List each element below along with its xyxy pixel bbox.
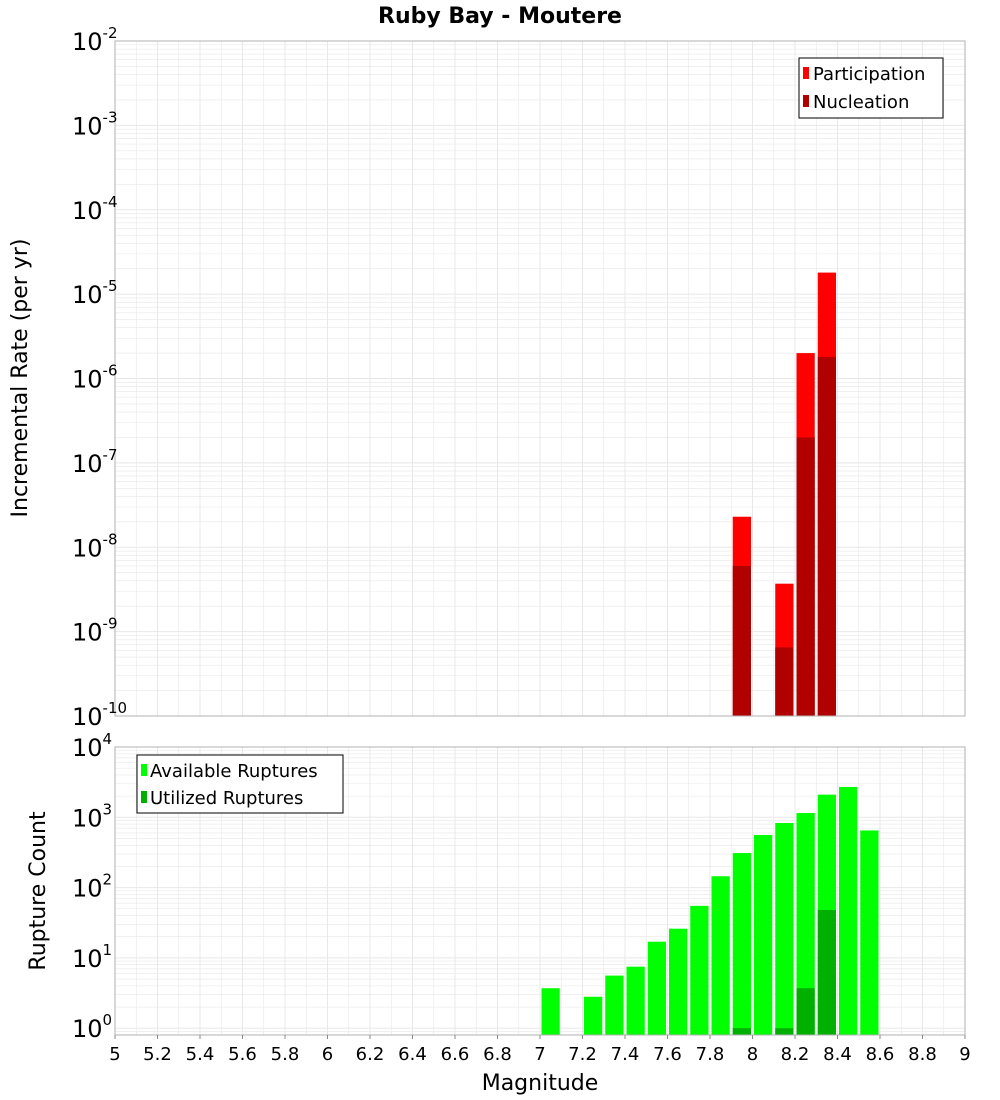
available-ruptures-bar [647, 941, 666, 1035]
nucleation-bar [796, 437, 815, 716]
y-tick-label: 10-6 [72, 362, 118, 394]
legend-nucleation-label: Nucleation [813, 92, 909, 113]
x-tick-label: 6.4 [398, 1044, 427, 1065]
rate-bars [732, 272, 836, 716]
legend-participation-swatch [803, 67, 809, 79]
available-ruptures-bar [796, 813, 815, 1035]
rate-y-axis-label: Incremental Rate (per yr) [8, 239, 33, 518]
utilized-ruptures-bar [732, 1028, 751, 1035]
y-tick-label: 101 [72, 941, 112, 973]
available-ruptures-bar [605, 975, 624, 1035]
x-tick-label: 8.8 [908, 1044, 937, 1065]
magnitude-x-ticks: 5 5.2 5.4 5.6 5.8 6 6.2 6.4 6.6 6.8 7 7.2 7.4 7.6 7.8 8… [109, 1035, 971, 1065]
x-tick-label: 5.2 [143, 1044, 172, 1065]
available-ruptures-bar [584, 996, 603, 1035]
y-tick-label: 10-7 [72, 446, 118, 478]
x-tick-label: 8.6 [866, 1044, 895, 1065]
rate-plot-frame [114, 40, 966, 717]
x-tick-label: 8.4 [823, 1044, 852, 1065]
count-y-axis-label: Rupture Count [26, 811, 51, 971]
available-ruptures-bar [754, 834, 773, 1035]
nucleation-bar [732, 565, 751, 716]
legend-utilized-label: Utilized Ruptures [150, 788, 303, 809]
utilized-ruptures-bar [775, 1028, 794, 1035]
x-tick-label: 7 [534, 1044, 545, 1065]
x-tick-label: 6.2 [356, 1044, 385, 1065]
y-tick-label: 10-2 [72, 24, 118, 56]
available-ruptures-bar [732, 853, 751, 1035]
available-ruptures-bar [775, 822, 794, 1035]
available-ruptures-bar [626, 966, 645, 1035]
count-y-ticks: 104 103 102 101 100 [72, 730, 112, 1043]
x-tick-label: 5.8 [271, 1044, 300, 1065]
count-bars [541, 786, 879, 1035]
available-ruptures-bar [711, 876, 730, 1035]
y-tick-label: 100 [72, 1011, 112, 1043]
x-tick-label: 6.8 [483, 1044, 512, 1065]
x-axis-label: Magnitude [482, 1071, 599, 1096]
x-tick-label: 8.2 [781, 1044, 810, 1065]
y-tick-label: 10-5 [72, 277, 118, 309]
rate-legend: Participation Nucleation [798, 57, 944, 119]
y-tick-label: 10-8 [72, 530, 118, 562]
legend-participation-label: Participation [813, 64, 925, 85]
legend-available-swatch [141, 764, 147, 776]
rate-legend-box [798, 57, 944, 119]
x-tick-label: 7.4 [611, 1044, 640, 1065]
x-tick-label: 5.4 [186, 1044, 215, 1065]
y-tick-label: 104 [72, 730, 112, 762]
rate-grid [114, 40, 966, 717]
count-plot: 104 103 102 101 100 Rupture Count Available … [26, 730, 971, 1096]
available-ruptures-bar [541, 988, 560, 1035]
y-tick-label: 10-10 [72, 699, 127, 731]
x-tick-label: 7.2 [568, 1044, 597, 1065]
nucleation-bar [775, 647, 794, 716]
count-legend-box [136, 754, 344, 814]
utilized-ruptures-bar [796, 988, 815, 1035]
x-tick-label: 7.6 [653, 1044, 682, 1065]
available-ruptures-bar [690, 905, 709, 1035]
rate-plot: 10-2 10-3 10-4 10-5 10-6 10-7 10-8 10-9 10-10 In… [8, 24, 966, 731]
x-tick-label: 7.8 [696, 1044, 725, 1065]
y-tick-label: 10-9 [72, 615, 118, 647]
x-tick-label: 6 [322, 1044, 333, 1065]
available-ruptures-bar [839, 786, 858, 1035]
y-tick-label: 10-4 [72, 193, 118, 225]
y-tick-label: 102 [72, 871, 112, 903]
chart-title: Ruby Bay - Moutere [378, 4, 622, 29]
x-tick-label: 8 [747, 1044, 758, 1065]
x-tick-label: 6.6 [441, 1044, 470, 1065]
legend-nucleation-swatch [803, 95, 809, 107]
legend-available-label: Available Ruptures [150, 761, 318, 782]
nucleation-bar [817, 356, 836, 716]
utilized-ruptures-bar [817, 910, 836, 1035]
legend-utilized-swatch [141, 791, 147, 803]
count-legend: Available Ruptures Utilized Ruptures [136, 754, 344, 814]
x-tick-label: 5.6 [228, 1044, 257, 1065]
x-tick-label: 5 [109, 1044, 120, 1065]
x-tick-label: 9 [959, 1044, 970, 1065]
y-tick-label: 103 [72, 800, 112, 832]
rate-y-ticks: 10-2 10-3 10-4 10-5 10-6 10-7 10-8 10-9 10-10 [72, 24, 127, 731]
y-tick-label: 10-3 [72, 108, 118, 140]
available-ruptures-bar [669, 928, 688, 1035]
available-ruptures-bar [860, 830, 879, 1035]
